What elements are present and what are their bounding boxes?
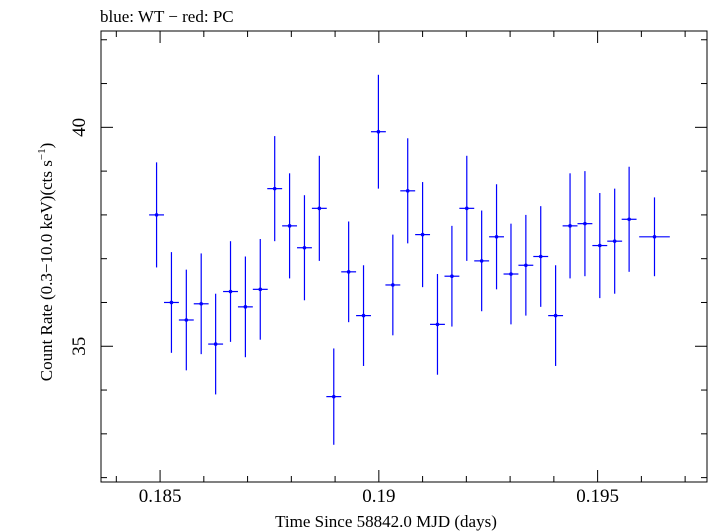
- data-point: [503, 223, 519, 325]
- data-marker: [243, 305, 248, 309]
- data-point: [223, 241, 238, 342]
- data-marker: [494, 234, 499, 239]
- data-point: [489, 184, 504, 290]
- data-point: [577, 171, 593, 277]
- chart-title: blue: WT − red: PC: [100, 7, 234, 26]
- data-marker: [287, 224, 292, 228]
- data-marker: [258, 287, 263, 292]
- data-marker: [361, 313, 366, 318]
- y-axis-label: Count Rate (0.3−10.0 keV)(cts s−1): [36, 143, 56, 382]
- data-marker: [583, 221, 587, 226]
- x-axis: 0.185 0.19 0.195: [115, 31, 686, 507]
- data-marker: [553, 313, 558, 318]
- data-point: [444, 225, 460, 327]
- data-point: [415, 182, 431, 288]
- data-point: [311, 155, 327, 261]
- data-point: [639, 197, 670, 277]
- y-tick-label: 35: [69, 337, 90, 356]
- data-point: [370, 74, 386, 189]
- data-marker: [376, 129, 381, 134]
- data-point: [607, 188, 623, 294]
- data-point: [400, 138, 416, 244]
- data-point: [208, 293, 224, 395]
- data-marker: [228, 289, 233, 294]
- data-point: [385, 234, 401, 336]
- data-marker: [568, 224, 572, 228]
- data-point: [430, 274, 445, 375]
- data-point: [267, 136, 283, 242]
- data-marker: [450, 274, 454, 279]
- y-axis: 35 40: [69, 39, 707, 479]
- x-axis-label: Time Since 58842.0 MJD (days): [275, 512, 497, 531]
- data-point: [592, 193, 608, 299]
- data-point: [178, 269, 194, 371]
- data-marker: [272, 186, 277, 191]
- data-marker: [154, 213, 159, 217]
- data-marker: [213, 342, 218, 346]
- data-point: [149, 162, 165, 268]
- data-point: [341, 221, 357, 323]
- data-marker: [612, 239, 617, 243]
- data-point: [282, 173, 298, 279]
- data-point: [474, 210, 490, 312]
- data-point: [356, 265, 371, 366]
- data-point: [252, 238, 268, 340]
- y-axis-label-tail: ): [37, 143, 56, 149]
- x-tick-label: 0.19: [362, 486, 395, 507]
- data-marker: [464, 206, 469, 211]
- plot-frame: [100, 30, 708, 483]
- data-point: [459, 155, 475, 261]
- data-marker: [479, 259, 484, 263]
- data-marker: [435, 322, 440, 327]
- data-marker: [302, 245, 307, 250]
- data-point: [297, 195, 312, 301]
- data-point: [533, 206, 549, 307]
- data-marker: [184, 318, 189, 322]
- data-point: [193, 253, 209, 355]
- data-marker: [199, 301, 203, 306]
- y-axis-label-main: Count Rate (0.3−10.0 keV)(cts s: [37, 160, 56, 381]
- data-marker: [169, 300, 174, 305]
- data-point: [237, 256, 253, 358]
- y-axis-label-sup: −1: [36, 148, 48, 160]
- x-tick-label: 0.185: [139, 486, 182, 507]
- data-marker: [331, 394, 336, 399]
- data-point: [621, 166, 637, 272]
- data-marker: [509, 272, 513, 276]
- data-marker: [405, 189, 410, 193]
- data-marker: [598, 243, 602, 248]
- data-marker: [627, 217, 631, 222]
- data-point: [326, 348, 342, 445]
- data-point: [164, 252, 179, 353]
- data-marker: [391, 283, 395, 287]
- data-marker: [317, 206, 322, 211]
- data-marker: [346, 270, 351, 274]
- y-tick-label: 40: [69, 118, 90, 137]
- data-point: [518, 214, 534, 316]
- data-point: [562, 173, 578, 279]
- data-point: [548, 265, 564, 366]
- data-marker: [652, 234, 657, 239]
- data-marker: [420, 232, 425, 237]
- data-marker: [524, 263, 528, 268]
- data-marker: [538, 254, 543, 259]
- x-tick-label: 0.195: [576, 486, 619, 507]
- data-series: [149, 74, 670, 445]
